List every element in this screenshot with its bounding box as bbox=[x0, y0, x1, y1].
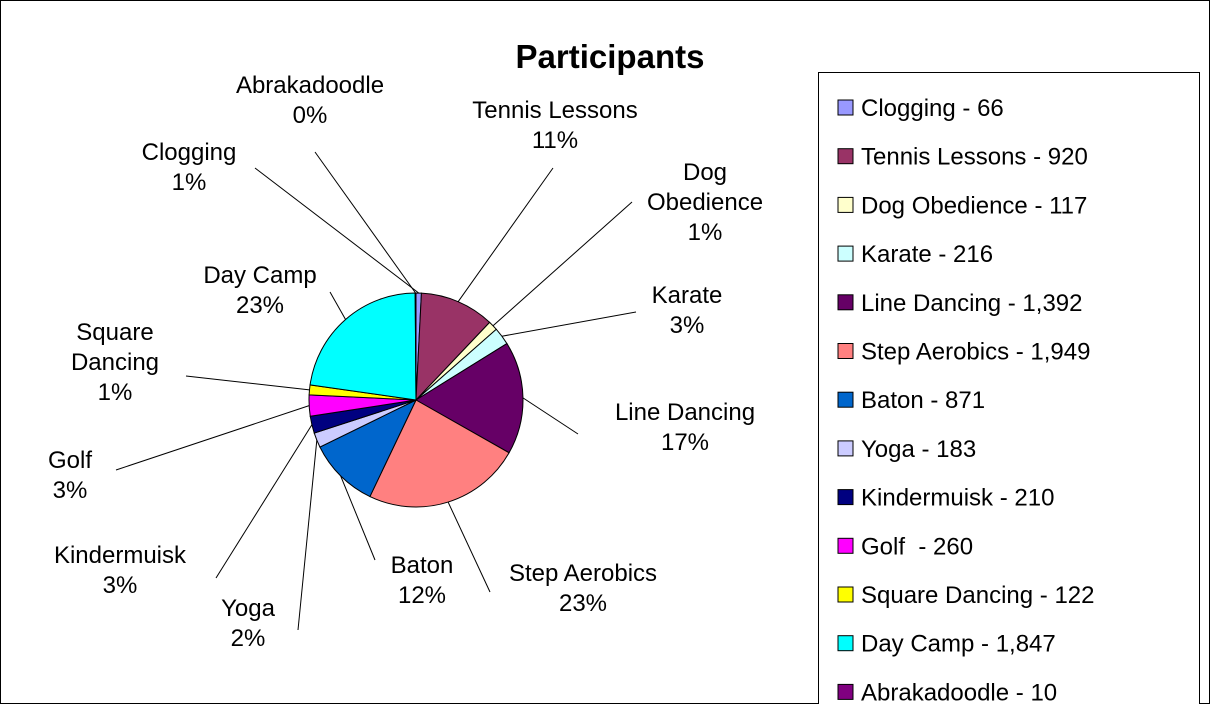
legend-swatch bbox=[837, 99, 854, 116]
pie-slice bbox=[319, 398, 418, 498]
slice-value-label: 3% bbox=[103, 572, 138, 599]
slice-value-label: 23% bbox=[236, 292, 284, 319]
legend-swatch bbox=[837, 586, 854, 603]
legend-label: Square Dancing - 122 bbox=[861, 582, 1094, 609]
legend-swatch bbox=[837, 343, 854, 359]
slice-category-label: Clogging bbox=[142, 139, 237, 166]
legend-swatch bbox=[837, 245, 854, 262]
slice-value-label: 0% bbox=[293, 102, 328, 129]
legend-box bbox=[818, 72, 1200, 704]
leader-line bbox=[297, 440, 318, 631]
slice-value-label: 11% bbox=[532, 127, 578, 154]
legend-label: Baton - 871 bbox=[861, 387, 985, 414]
chart-title: Participants bbox=[516, 38, 705, 75]
slice-value-label: 12% bbox=[398, 582, 446, 609]
legend-label: Abrakadoodle - 10 bbox=[861, 679, 1057, 704]
slice-category-label: Tennis Lessons bbox=[472, 97, 637, 124]
slice-category-label: Step Aerobics bbox=[509, 560, 657, 587]
legend-label: Step Aerobics - 1,949 bbox=[861, 339, 1090, 366]
leader-line bbox=[215, 424, 313, 579]
legend-swatch bbox=[837, 440, 854, 457]
legend-label: Karate - 216 bbox=[861, 241, 993, 268]
slice-category-label: Yoga bbox=[221, 595, 276, 622]
legend-swatch bbox=[837, 196, 854, 213]
legend-swatch bbox=[837, 148, 854, 165]
leader-line bbox=[522, 397, 579, 435]
slice-value-label: 23% bbox=[559, 590, 607, 617]
slice-category-label: Baton bbox=[391, 552, 454, 579]
legend-swatch bbox=[837, 537, 854, 554]
slice-category-label: Dog Obedience bbox=[647, 159, 763, 216]
legend-label: Day Camp - 1,847 bbox=[861, 631, 1056, 658]
leader-line bbox=[501, 311, 637, 337]
pie-slice bbox=[369, 399, 510, 508]
legend-label: Golf - 260 bbox=[861, 533, 973, 560]
leader-line bbox=[457, 167, 554, 302]
legend-swatch bbox=[837, 683, 854, 700]
slice-value-label: 2% bbox=[231, 625, 266, 652]
legend-swatch bbox=[837, 294, 854, 311]
slice-value-label: 3% bbox=[670, 312, 705, 339]
legend-label: Line Dancing - 1,392 bbox=[861, 290, 1082, 317]
slice-category-label: Karate bbox=[652, 282, 723, 309]
leader-line bbox=[340, 475, 376, 561]
leader-line bbox=[329, 291, 346, 320]
slice-category-label: Golf bbox=[48, 447, 92, 474]
legend-label: Tennis Lessons - 920 bbox=[861, 144, 1088, 171]
legend: Clogging - 66 Tennis Lessons - 920 Dog Obe… bbox=[837, 95, 1094, 704]
legend-swatch bbox=[837, 391, 854, 408]
slice-value-label: 3% bbox=[53, 477, 88, 504]
slice-value-label: 1% bbox=[98, 379, 133, 406]
slice-category-label: Abrakadoodle bbox=[236, 72, 384, 99]
legend-label: Clogging - 66 bbox=[861, 95, 1004, 122]
legend-label: Dog Obedience - 117 bbox=[861, 192, 1087, 219]
legend-label: Yoga - 183 bbox=[861, 436, 976, 463]
leader-line bbox=[115, 405, 310, 471]
pie-slice bbox=[415, 292, 491, 402]
legend-swatch bbox=[837, 489, 854, 506]
slice-category-label: Day Camp bbox=[203, 262, 316, 289]
leader-line bbox=[254, 167, 420, 294]
legend-swatch bbox=[837, 635, 854, 652]
leader-line bbox=[185, 375, 310, 391]
legend-label: Kindermuisk - 210 bbox=[861, 485, 1054, 512]
slice-category-label: Square Dancing bbox=[71, 319, 159, 376]
slice-category-label: Line Dancing bbox=[615, 399, 755, 426]
slice-value-label: 1% bbox=[172, 169, 207, 196]
leader-line bbox=[492, 201, 633, 327]
slice-value-label: 17% bbox=[661, 429, 709, 456]
slice-category-label: Kindermuisk bbox=[54, 542, 187, 569]
leader-line bbox=[314, 151, 416, 294]
slice-value-label: 1% bbox=[688, 219, 723, 246]
leader-line bbox=[447, 501, 491, 593]
